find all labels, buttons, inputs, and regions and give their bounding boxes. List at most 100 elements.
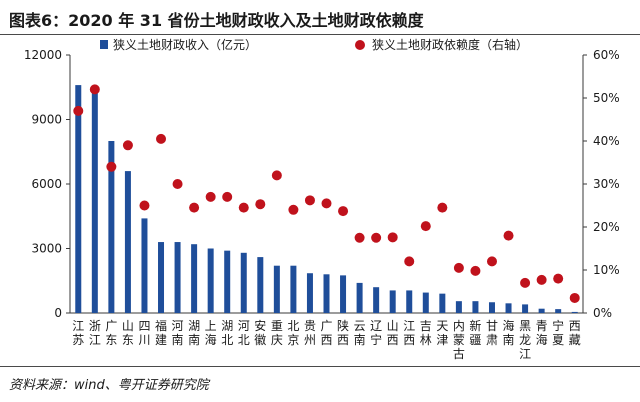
- y-right-tick-label: 50%: [593, 91, 620, 105]
- bar: [75, 85, 82, 313]
- x-tick-label: 陕西: [337, 318, 349, 347]
- x-tick-label: 安徽: [254, 318, 266, 347]
- chart: 狭义土地财政收入（亿元） 狭义土地财政依赖度（右轴） 江苏浙江广东山东四川福建河…: [24, 37, 620, 361]
- bar: [108, 141, 115, 313]
- data-point: [271, 170, 282, 181]
- data-point: [89, 84, 100, 95]
- x-tick-label: 河北: [238, 319, 250, 347]
- legend-bar-label: 狭义土地财政收入（亿元）: [113, 37, 257, 52]
- data-point: [139, 200, 150, 211]
- bar-series: [75, 85, 578, 314]
- x-tick-label: 甘肃: [486, 319, 498, 347]
- bar: [538, 308, 545, 313]
- data-point: [536, 274, 547, 285]
- bar: [240, 252, 247, 313]
- x-tick-label: 福建: [155, 318, 167, 347]
- bar: [356, 282, 363, 313]
- data-point: [486, 256, 497, 267]
- data-point: [304, 195, 315, 206]
- y-left-tick-label: 3000: [31, 242, 62, 256]
- bar: [158, 242, 165, 313]
- data-point: [404, 256, 415, 267]
- bar: [290, 265, 297, 313]
- x-tick-label: 青海: [536, 319, 548, 347]
- data-point: [338, 206, 349, 217]
- x-tick-label: 广西: [320, 319, 332, 347]
- data-point: [321, 198, 332, 209]
- source-note: 资料来源：wind、粤开证券研究院: [9, 378, 209, 393]
- data-point: [172, 179, 183, 189]
- x-tick-label: 北京: [287, 319, 299, 347]
- x-tick-label: 重庆: [271, 319, 283, 347]
- y-right-tick-label: 60%: [593, 48, 620, 62]
- bar: [257, 257, 264, 313]
- data-point: [106, 161, 117, 172]
- y-left-tick-label: 9000: [31, 113, 62, 127]
- bar: [389, 290, 396, 313]
- y-left-tick-label: 12000: [24, 48, 62, 62]
- x-tick-label: 浙江: [89, 319, 101, 347]
- x-tick-label: 黑龙江: [519, 319, 531, 361]
- bar: [174, 242, 181, 313]
- data-point: [222, 191, 233, 202]
- data-point: [437, 202, 448, 213]
- bar: [439, 293, 446, 313]
- bar: [191, 244, 198, 313]
- x-tick-label: 湖南: [188, 318, 200, 347]
- bar: [406, 290, 413, 313]
- data-point: [520, 277, 531, 288]
- data-point: [420, 221, 431, 232]
- bar: [373, 287, 380, 313]
- data-point: [189, 202, 200, 213]
- y-left-tick-label: 0: [54, 306, 62, 320]
- x-tick-label: 贵州: [304, 319, 316, 347]
- bar: [224, 250, 231, 313]
- bar: [273, 265, 280, 313]
- y-right-tick-label: 20%: [593, 220, 620, 234]
- x-tick-label: 新疆: [469, 318, 481, 347]
- x-tick-label: 山东: [122, 319, 134, 347]
- bar: [141, 218, 148, 313]
- bar: [555, 309, 562, 313]
- x-tick-label: 广东: [105, 319, 117, 347]
- data-point: [354, 232, 365, 243]
- bar: [522, 304, 529, 313]
- data-point: [156, 133, 167, 144]
- x-tick-label: 宁夏: [552, 318, 564, 347]
- x-axis-labels: 江苏浙江广东山东四川福建河南湖南上海湖北河北安徽重庆北京贵州广西陕西云南辽宁山西…: [72, 318, 580, 361]
- x-tick-label: 辽宁: [370, 319, 382, 347]
- legend-dot-swatch: [355, 40, 365, 50]
- x-tick-label: 吉林: [420, 319, 432, 347]
- figure-title: 图表6：2020 年 31 省份土地财政收入及土地财政依赖度: [9, 11, 424, 30]
- legend-bar-swatch: [100, 40, 108, 49]
- data-point: [205, 191, 216, 202]
- data-point: [470, 265, 481, 276]
- y-right-tick-label: 30%: [593, 177, 620, 191]
- bar: [306, 273, 313, 313]
- bar: [91, 89, 98, 314]
- legend: 狭义土地财政收入（亿元） 狭义土地财政依赖度（右轴）: [100, 37, 528, 52]
- y-right-tick-label: 0%: [593, 306, 612, 320]
- data-point: [238, 202, 249, 213]
- x-tick-label: 江西: [403, 319, 415, 347]
- legend-dot-label: 狭义土地财政依赖度（右轴）: [372, 37, 528, 52]
- bar: [455, 301, 462, 313]
- y-right-tick-label: 10%: [593, 263, 620, 277]
- data-point: [569, 292, 580, 303]
- x-tick-label: 江苏: [72, 319, 84, 347]
- y-axis-right-labels: 0% 10% 20% 30% 40% 50% 60%: [583, 48, 620, 320]
- x-tick-label: 湖北: [221, 318, 233, 347]
- bar: [571, 311, 578, 313]
- figure-header: 图表6：2020 年 31 省份土地财政收入及土地财政依赖度: [0, 0, 640, 35]
- x-tick-label: 四川: [138, 319, 150, 347]
- x-tick-label: 河南: [172, 319, 184, 347]
- x-tick-label: 上海: [205, 319, 217, 347]
- data-point: [453, 262, 464, 273]
- data-point: [288, 204, 299, 215]
- y-left-tick-label: 6000: [31, 177, 62, 191]
- data-point: [553, 273, 564, 284]
- data-point: [387, 232, 398, 243]
- bar: [207, 248, 214, 313]
- x-tick-label: 山西: [387, 319, 399, 347]
- data-point: [503, 230, 514, 241]
